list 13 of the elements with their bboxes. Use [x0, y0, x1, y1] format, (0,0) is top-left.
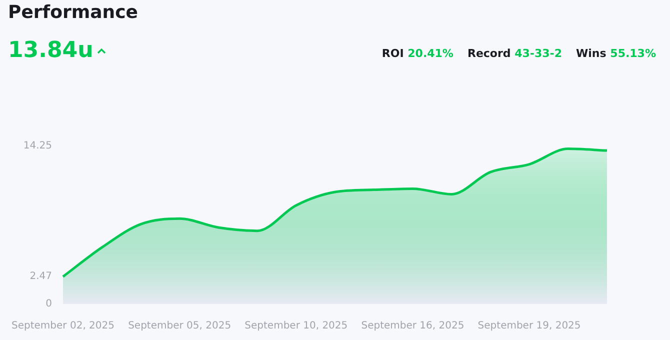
x-tick-label: September 16, 2025: [361, 320, 464, 332]
y-tick-label: 14.25: [23, 140, 52, 152]
text: ROI 20.41%: [382, 47, 454, 60]
x-tick-label: September 05, 2025: [128, 320, 232, 332]
chart-subtitle: 13.84u: [8, 38, 94, 63]
x-tick-label: September 02, 2025: [12, 320, 114, 332]
x-tick-label: September 19, 2025: [478, 320, 581, 332]
y-tick-label: 0: [46, 298, 52, 310]
chart-title: Performance: [8, 2, 138, 23]
y-tick-label: 2.47: [30, 271, 52, 282]
text: Record 43-33-2: [467, 47, 562, 60]
text: Wins 55.13%: [576, 47, 656, 60]
x-tick-label: September 10, 2025: [244, 320, 348, 332]
